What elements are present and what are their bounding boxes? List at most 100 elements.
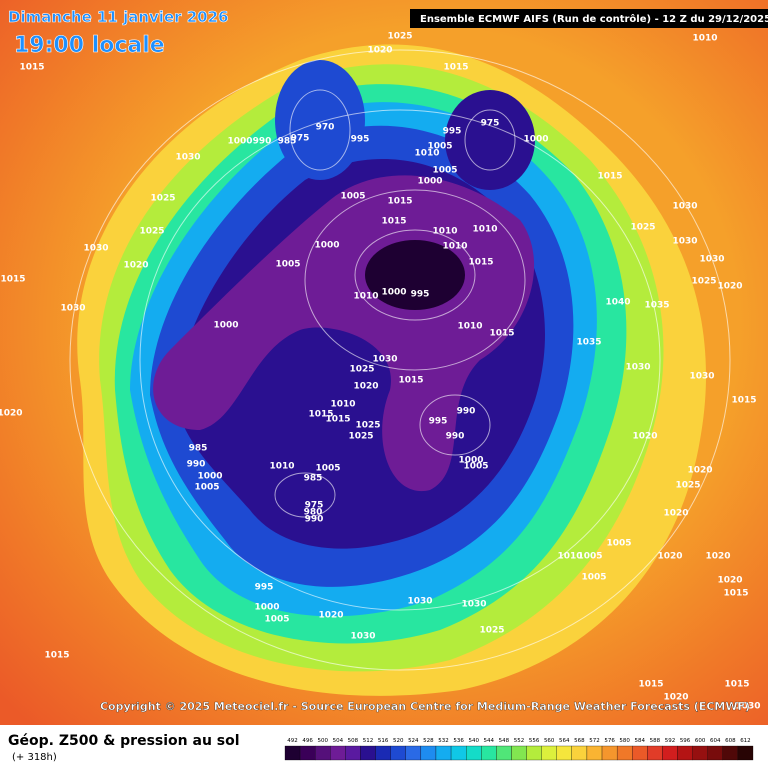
- isobar-label: 1010: [442, 242, 467, 252]
- isobar-label: 1030: [735, 702, 760, 712]
- isobar-label: 1015: [398, 376, 423, 386]
- isobar-label: 1015: [0, 275, 25, 285]
- isobar-label: 1030: [672, 237, 697, 247]
- isobar-label: 995: [429, 417, 448, 427]
- legend-swatch: [722, 745, 739, 761]
- legend-label: 568: [574, 738, 585, 744]
- legend-swatch: [299, 745, 316, 761]
- legend-label: 608: [725, 738, 736, 744]
- legend-label: 540: [468, 738, 479, 744]
- isobar-label: 985: [304, 474, 323, 484]
- isobar-label: 1020: [663, 693, 688, 703]
- isobar-label: 1010: [432, 227, 457, 237]
- isobar-label: 1030: [350, 632, 375, 642]
- isobar-label: 1025: [355, 421, 380, 431]
- legend-swatch: [496, 745, 512, 761]
- legend-label: 516: [378, 738, 389, 744]
- legend-label: 564: [559, 738, 570, 744]
- legend-label: 572: [589, 738, 600, 744]
- isobar-label: 1030: [60, 304, 85, 314]
- legend-label: 512: [363, 738, 374, 744]
- isobar-label: 995: [351, 135, 370, 145]
- isobar-label: 990: [457, 407, 476, 417]
- model: Ensemble ECMWF AIFS (Run de contrôle) - …: [420, 13, 768, 25]
- legend-swatch: [345, 745, 361, 761]
- isobar-label: 975: [481, 119, 500, 129]
- legend-swatch: [375, 745, 391, 761]
- footer-title: Géop. Z500 & pression au sol: [8, 733, 240, 749]
- isobar-label: 1015: [19, 63, 44, 73]
- isobar-label: 1030: [461, 600, 486, 610]
- isobar-label: 1000: [314, 241, 339, 251]
- isobar-label: 1015: [387, 197, 412, 207]
- isobar-label: 1005: [340, 192, 365, 202]
- isobar-label: 1020: [717, 282, 742, 292]
- legend-swatch: [677, 745, 693, 761]
- isobar-label: 1030: [699, 255, 724, 265]
- isobar-label: 1030: [175, 153, 200, 163]
- legend-swatch: [466, 745, 482, 761]
- isobar-label: 985: [189, 444, 208, 454]
- date: Dimanche 11 janvier 2026: [8, 8, 229, 26]
- isobar-label: 1020: [367, 46, 392, 56]
- isobar-label: 980: [304, 508, 323, 518]
- legend-label: 536: [453, 738, 464, 744]
- legend-label: 492: [287, 738, 298, 744]
- legend-swatch: [737, 745, 754, 761]
- isobar-label: 1000: [197, 472, 222, 482]
- legend-label: 508: [348, 738, 359, 744]
- isobar-label: 1005: [427, 142, 452, 152]
- legend-label: 528: [423, 738, 434, 744]
- legend-label: 548: [499, 738, 510, 744]
- isobar-label: 990: [187, 460, 206, 470]
- isobar-label: 985: [278, 137, 297, 147]
- legend-label: 580: [619, 738, 630, 744]
- legend-swatch: [360, 745, 376, 761]
- isobar-label: 1025: [139, 227, 164, 237]
- isobar-label: 1015: [638, 680, 663, 690]
- legend-label: 588: [650, 738, 661, 744]
- isobar-label: 1030: [689, 372, 714, 382]
- isobar-label: 975: [291, 134, 310, 144]
- legend-label: 584: [635, 738, 646, 744]
- footer-subtitle: (+ 318h): [12, 752, 57, 763]
- isobar-label: 1010: [557, 552, 582, 562]
- legend-swatch: [315, 745, 331, 761]
- isobar-label: 990: [446, 432, 465, 442]
- isobar-label: 1030: [625, 363, 650, 373]
- isobar-label: 1005: [264, 615, 289, 625]
- isobar-label: 1015: [489, 329, 514, 339]
- isobar-label: 1005: [194, 483, 219, 493]
- isobar-label: 1015: [44, 651, 69, 661]
- legend-swatch: [420, 745, 437, 761]
- legend-swatch: [662, 745, 678, 761]
- isobar-label: 990: [305, 515, 324, 525]
- model-box: [410, 9, 768, 28]
- legend-swatch: [586, 745, 603, 761]
- isobar-label: 1020: [717, 576, 742, 586]
- isobar-label: 1025: [630, 223, 655, 233]
- legend-swatch: [450, 745, 467, 761]
- isobar-label: 1015: [597, 172, 622, 182]
- legend-label: 612: [740, 738, 751, 744]
- isobar-label: 1010: [692, 34, 717, 44]
- isobar-label: 1000: [227, 137, 252, 147]
- legend-label: 596: [680, 738, 691, 744]
- isobar-label: 1035: [644, 301, 669, 311]
- legend-swatch: [435, 745, 452, 761]
- isobar-label: 1025: [348, 432, 373, 442]
- isobar-label: 1005: [275, 260, 300, 270]
- isobar-label: 1015: [443, 63, 468, 73]
- legend-label: 592: [665, 738, 676, 744]
- isobar-label: 1015: [723, 589, 748, 599]
- isobar-label: 975: [305, 501, 324, 511]
- isobar-label: 990: [253, 137, 272, 147]
- legend-swatch: [511, 745, 527, 761]
- isobar-label: 1005: [463, 462, 488, 472]
- isobar-label: 1010: [353, 292, 378, 302]
- isobar-label: 1020: [657, 552, 682, 562]
- isobar-label: 1005: [606, 539, 631, 549]
